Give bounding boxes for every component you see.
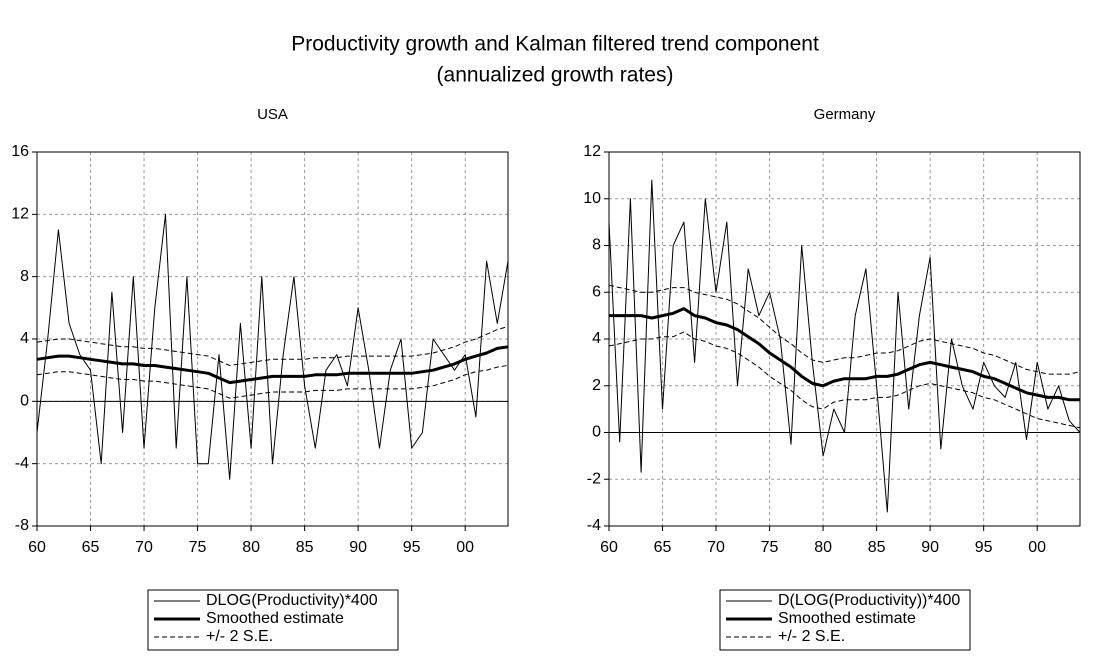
series-line	[36, 345, 509, 385]
legend-label: +/- 2 S.E.	[206, 628, 273, 645]
y-tick-label: -4	[15, 455, 29, 472]
series-line	[608, 331, 1081, 429]
y-tick-label: 6	[592, 283, 601, 300]
y-tick-label: -8	[15, 517, 29, 534]
y-tick-label: 12	[583, 143, 601, 160]
y-tick-label: 0	[592, 424, 601, 441]
x-tick-label: 00	[1028, 539, 1046, 556]
figure-title: Productivity growth and Kalman filtered …	[291, 33, 819, 56]
x-tick-label: 60	[28, 539, 46, 556]
legend-label: DLOG(Productivity)*400	[206, 592, 378, 609]
y-tick-label: 8	[20, 268, 29, 285]
legend-label: Smoothed estimate	[778, 610, 916, 627]
y-tick-label: 2	[592, 377, 601, 394]
y-tick-label: -4	[587, 517, 601, 534]
legend-label: Smoothed estimate	[206, 610, 344, 627]
y-tick-label: 4	[592, 330, 601, 347]
x-tick-label: 75	[189, 539, 207, 556]
plot-frame	[36, 151, 509, 527]
x-tick-label: 70	[707, 539, 725, 556]
y-tick-label: -2	[587, 470, 601, 487]
series-line	[609, 307, 1080, 402]
x-tick-label: 90	[349, 539, 367, 556]
figure-subtitle: (annualized growth rates)	[437, 64, 674, 87]
series-line	[36, 326, 509, 366]
x-tick-label: 00	[456, 539, 474, 556]
x-tick-label: 80	[814, 539, 832, 556]
x-tick-label: 95	[403, 539, 421, 556]
y-tick-label: 4	[20, 330, 29, 347]
panel-title: Germany	[814, 106, 876, 123]
series-line	[36, 365, 509, 399]
plot-frame	[608, 151, 1081, 527]
x-tick-label: 60	[600, 539, 618, 556]
series-line	[608, 284, 1081, 375]
x-tick-label: 85	[868, 539, 886, 556]
y-tick-label: 0	[20, 393, 29, 410]
x-tick-label: 80	[242, 539, 260, 556]
x-tick-label: 70	[135, 539, 153, 556]
x-tick-label: 90	[921, 539, 939, 556]
y-tick-label: 16	[11, 143, 29, 160]
x-tick-label: 95	[975, 539, 993, 556]
series-line	[608, 179, 1081, 513]
y-tick-label: 8	[592, 237, 601, 254]
legend-label: D(LOG(Productivity))*400	[778, 592, 960, 609]
x-tick-label: 85	[296, 539, 314, 556]
y-tick-label: 10	[583, 190, 601, 207]
y-tick-label: 12	[11, 206, 29, 223]
panel-title: USA	[257, 106, 288, 123]
x-tick-label: 75	[761, 539, 779, 556]
legend-label: +/- 2 S.E.	[778, 628, 845, 645]
x-tick-label: 65	[654, 539, 672, 556]
x-tick-label: 65	[82, 539, 100, 556]
